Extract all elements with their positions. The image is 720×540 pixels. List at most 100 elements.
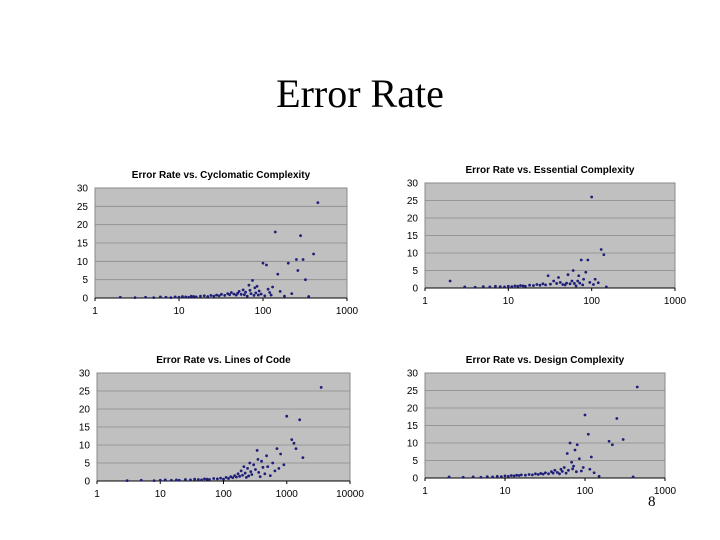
data-point [551, 471, 555, 475]
slide-title: Error Rate [276, 71, 444, 116]
data-point [263, 472, 267, 476]
x-tick-label: 1000 [336, 306, 359, 317]
y-tick-label: 0 [84, 477, 90, 488]
data-point [544, 471, 547, 475]
data-point [547, 472, 550, 476]
x-tick-label: 1 [94, 489, 100, 500]
data-point [481, 285, 485, 288]
data-point [273, 230, 277, 234]
data-point [479, 475, 483, 479]
data-point [271, 285, 274, 289]
y-tick-label: 10 [79, 441, 91, 452]
data-point [268, 291, 272, 294]
data-point [604, 285, 608, 289]
data-point [268, 474, 272, 477]
data-point [196, 478, 200, 481]
data-point [506, 284, 510, 288]
data-point [260, 459, 263, 463]
data-point [631, 475, 635, 479]
chart-title: Error Rate vs. Lines of Code [156, 355, 291, 366]
data-point [294, 447, 298, 450]
data-point [215, 293, 218, 297]
data-point [463, 285, 467, 289]
data-point [558, 472, 561, 476]
data-point [276, 272, 280, 276]
data-point [229, 291, 233, 294]
data-point [570, 279, 574, 283]
data-point [298, 418, 302, 422]
x-tick-label: 1 [422, 486, 428, 497]
data-point [597, 474, 601, 478]
data-point [635, 385, 639, 389]
y-tick-label: 0 [412, 284, 418, 295]
data-point [251, 279, 254, 282]
y-tick-label: 25 [77, 202, 89, 213]
data-point [194, 295, 198, 299]
data-point [239, 292, 243, 296]
data-point [532, 284, 535, 287]
chart-title: Error Rate vs. Cyclomatic Complexity [132, 170, 311, 181]
data-point [592, 283, 595, 286]
y-tick-label: 25 [79, 387, 91, 398]
data-point [524, 473, 527, 477]
data-point [578, 281, 582, 285]
y-tick-label: 10 [77, 257, 89, 268]
y-tick-label: 5 [82, 275, 88, 286]
data-point [568, 282, 572, 286]
data-point [589, 455, 593, 459]
data-point [220, 292, 223, 296]
data-point [174, 478, 178, 482]
data-point [241, 473, 244, 477]
data-point [577, 457, 581, 461]
data-point [273, 469, 277, 473]
data-point [244, 476, 248, 479]
data-point [223, 294, 227, 297]
x-tick-label: 100 [215, 489, 232, 500]
chart-title: Error Rate vs. Design Complexity [466, 355, 625, 366]
data-point [261, 261, 265, 265]
data-point [562, 466, 566, 469]
data-point [316, 201, 320, 205]
data-point [118, 295, 122, 299]
data-point [471, 475, 475, 479]
data-point [209, 294, 213, 297]
data-point [278, 290, 282, 293]
y-tick-label: 20 [79, 405, 91, 416]
data-point [215, 477, 219, 481]
data-point [269, 293, 273, 297]
data-point [181, 295, 184, 298]
data-point [503, 285, 506, 289]
data-point [189, 478, 192, 482]
data-point [498, 285, 502, 288]
data-point [206, 295, 210, 298]
x-tick-label: 1000 [664, 296, 687, 307]
data-point [565, 281, 568, 285]
data-point [572, 464, 575, 468]
data-point [238, 474, 242, 478]
data-point [252, 294, 256, 297]
data-point [581, 283, 585, 287]
data-point [271, 461, 275, 465]
x-tick-label: 10 [173, 306, 185, 317]
data-point [566, 273, 570, 277]
data-point [558, 281, 562, 284]
data-point [227, 477, 230, 480]
data-point [538, 283, 542, 287]
data-point [559, 467, 563, 471]
data-point [296, 269, 300, 272]
data-point [286, 261, 290, 265]
data-point [577, 274, 581, 278]
x-tick-label: 10 [155, 489, 167, 500]
data-point [599, 248, 603, 251]
data-point [615, 417, 619, 420]
data-point [208, 478, 211, 481]
data-point [517, 474, 521, 477]
data-point [139, 478, 143, 482]
data-point [304, 278, 307, 282]
data-point [177, 478, 181, 482]
data-point [565, 452, 569, 455]
chart-design-complexity: Error Rate vs. Design Complexity 0 5 10 15 20… [407, 355, 677, 497]
data-point [473, 285, 477, 289]
data-point [535, 283, 539, 286]
data-point [485, 475, 489, 478]
